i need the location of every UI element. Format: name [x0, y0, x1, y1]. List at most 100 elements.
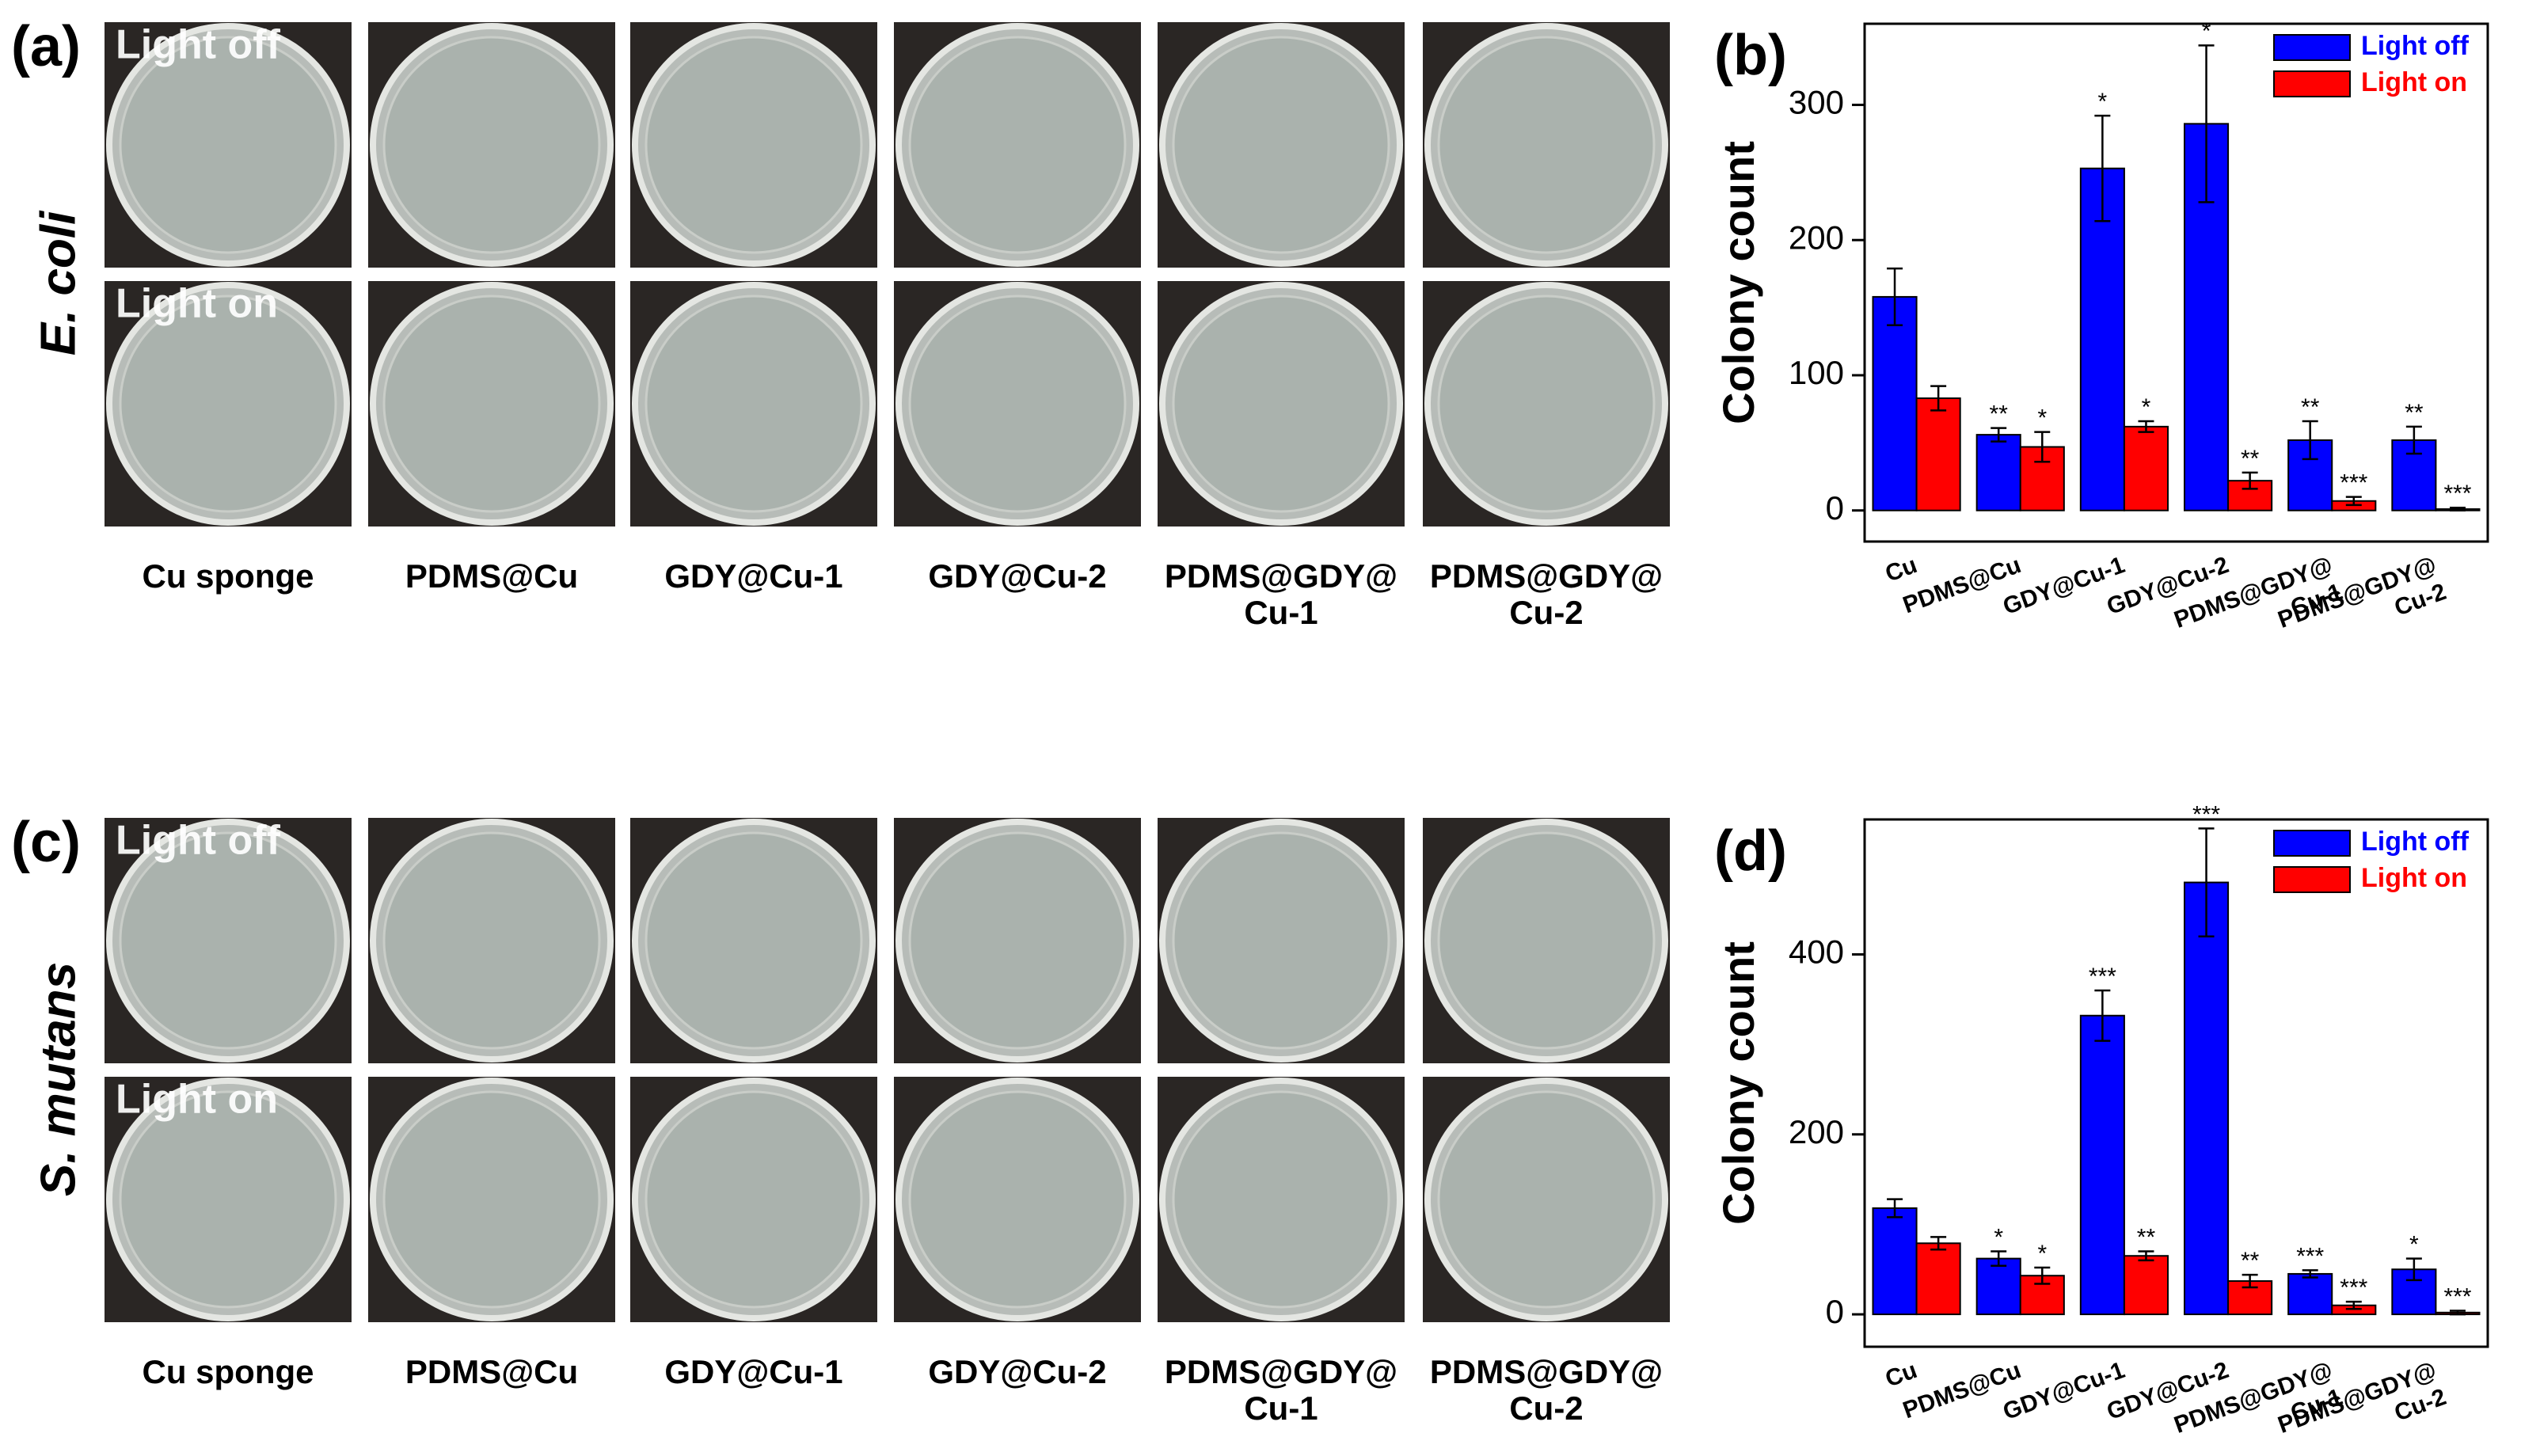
plate-photo	[1423, 281, 1670, 527]
error-bar	[2302, 420, 2318, 461]
plate-photo	[1423, 818, 1670, 1063]
error-bar	[2094, 114, 2111, 222]
agar	[1437, 1090, 1656, 1309]
bar	[1975, 1257, 2021, 1316]
y-tick-label: 100	[1789, 354, 1844, 391]
significance-label: **	[2405, 400, 2424, 426]
error-bar	[2094, 989, 2111, 1042]
plate-photo	[368, 22, 615, 268]
error-bar	[2405, 1257, 2422, 1282]
error-bar	[2198, 827, 2215, 937]
significance-label: ***	[2443, 1283, 2471, 1310]
column-label: PDMS@GDY@ Cu-1	[1165, 1353, 1397, 1427]
plate-photo	[630, 818, 877, 1063]
plate-photo	[105, 818, 352, 1063]
row-label: Light off	[116, 22, 281, 68]
error-bar	[2405, 425, 2422, 455]
agar	[645, 295, 863, 513]
plate-photo	[1158, 281, 1405, 527]
row-label: Light on	[116, 281, 278, 327]
column-label: GDY@Cu-1	[664, 1353, 842, 1390]
agar	[382, 295, 601, 513]
agar	[119, 36, 337, 254]
plate-photo	[368, 1077, 615, 1322]
significance-label: ***	[2296, 1243, 2324, 1269]
plate-photo	[630, 1077, 877, 1322]
significance-label: **	[2241, 1248, 2260, 1274]
column-label: GDY@Cu-2	[928, 557, 1106, 595]
agar	[1437, 295, 1656, 513]
bar	[1975, 434, 2021, 511]
significance-label: ***	[2340, 470, 2367, 496]
error-bar	[1930, 1236, 1947, 1251]
plate-photo	[1158, 1077, 1405, 1322]
agar	[119, 831, 337, 1050]
agar	[1437, 831, 1656, 1050]
y-tick-label: 200	[1789, 219, 1844, 256]
plate-photo	[105, 22, 352, 268]
y-tick-label: 200	[1789, 1113, 1844, 1150]
legend-swatch	[2273, 34, 2351, 61]
column-label: PDMS@GDY@ Cu-1	[1165, 557, 1397, 631]
error-bar	[2198, 44, 2215, 203]
column-label: GDY@Cu-1	[664, 557, 842, 595]
bar	[2183, 881, 2230, 1316]
significance-label: **	[2301, 394, 2320, 420]
agar	[382, 831, 601, 1050]
agar	[908, 1090, 1127, 1309]
plate-photo	[1423, 22, 1670, 268]
bar	[1872, 295, 1918, 511]
column-label: GDY@Cu-2	[928, 1353, 1106, 1390]
significance-label: *	[2037, 1241, 2047, 1267]
column-label: Cu sponge	[143, 1353, 314, 1390]
axes-frame	[1863, 818, 2489, 1348]
error-bar	[1991, 1250, 2007, 1267]
error-bar	[1887, 1198, 1903, 1218]
bar	[1915, 1242, 1961, 1316]
panel-label: (d)	[1714, 819, 1787, 883]
error-bar	[2345, 1300, 2362, 1310]
plate-photo	[1423, 1077, 1670, 1322]
axes-frame	[1863, 22, 2489, 543]
error-bar	[2449, 507, 2466, 511]
agar	[382, 1090, 601, 1309]
plate-photo	[1158, 22, 1405, 268]
significance-label: ***	[2192, 801, 2220, 827]
plate-photo	[630, 281, 877, 527]
error-bar	[2345, 496, 2362, 507]
agar	[908, 831, 1127, 1050]
agar	[1172, 1090, 1390, 1309]
significance-label: *	[2202, 18, 2211, 44]
legend-label: Light on	[2361, 863, 2467, 893]
plate-photo	[105, 281, 352, 527]
error-bar	[1887, 267, 1903, 327]
plate-photo	[894, 22, 1141, 268]
bar	[2123, 1255, 2169, 1316]
agar	[1172, 295, 1390, 513]
row-label: Light off	[116, 818, 281, 864]
legend-swatch	[2273, 70, 2351, 97]
significance-label: **	[2137, 1224, 2156, 1250]
panel-label: (a)	[11, 15, 81, 78]
significance-label: *	[2037, 405, 2047, 431]
error-bar	[2449, 1310, 2466, 1316]
agar	[908, 36, 1127, 254]
bar	[2287, 1272, 2333, 1316]
y-tick-label: 0	[1826, 1293, 1844, 1330]
error-bar	[2034, 1266, 2051, 1285]
agar	[382, 36, 601, 254]
agar	[1172, 36, 1390, 254]
organism-label: E. coli	[31, 210, 86, 355]
y-axis-label: Colony count	[1713, 941, 1763, 1225]
panel-label: (c)	[11, 811, 81, 874]
bar	[1872, 1207, 1918, 1316]
column-label: PDMS@Cu	[405, 1353, 578, 1390]
significance-label: **	[2241, 446, 2260, 472]
bar	[1915, 397, 1961, 511]
plate-photo	[630, 22, 877, 268]
y-tick-label: 0	[1826, 489, 1844, 527]
agar	[1437, 36, 1656, 254]
column-label: PDMS@Cu	[405, 557, 578, 595]
error-bar	[2034, 431, 2051, 463]
